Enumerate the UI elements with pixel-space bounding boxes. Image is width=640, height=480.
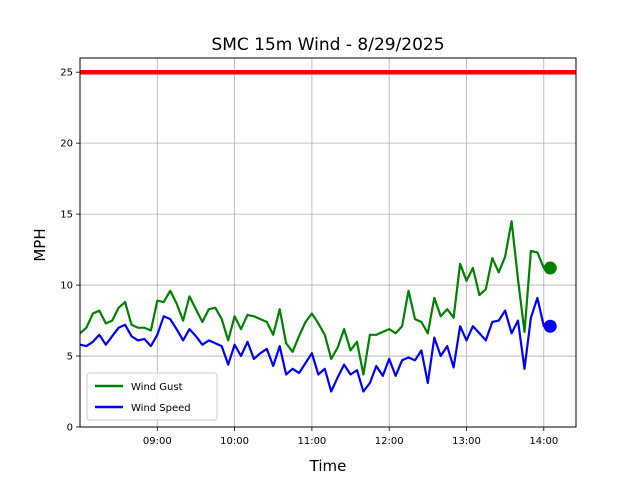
x-tick-label: 09:00 — [143, 436, 172, 447]
grid-lines — [80, 58, 576, 428]
y-axis-label: MPH — [31, 228, 49, 261]
y-axis-ticks: 0 5 10 15 20 25 — [60, 68, 80, 434]
latest-marker-wind-speed — [543, 319, 557, 333]
x-tick-label: 13:00 — [452, 436, 481, 447]
legend-label-wind-speed: Wind Speed — [131, 403, 191, 414]
series-line-wind-gust — [79, 220, 551, 376]
x-axis-ticks: 09:00 10:00 11:00 12:00 13:00 14:00 — [143, 427, 558, 447]
latest-marker-wind-gust — [543, 261, 557, 275]
x-tick-label: 14:00 — [529, 436, 558, 447]
y-tick-label: 10 — [60, 281, 73, 292]
chart-title: SMC 15m Wind - 8/29/2025 — [211, 35, 444, 55]
x-tick-label: 10:00 — [220, 436, 249, 447]
legend: Wind Gust Wind Speed — [86, 372, 218, 421]
series-line-wind-speed — [79, 296, 551, 393]
y-tick-label: 25 — [60, 68, 73, 79]
latest-markers — [543, 261, 557, 333]
series-layer — [79, 220, 551, 393]
legend-label-wind-gust: Wind Gust — [131, 382, 183, 393]
y-tick-label: 5 — [67, 352, 73, 363]
plot-frame — [79, 57, 577, 428]
x-tick-label: 12:00 — [375, 436, 404, 447]
y-tick-label: 0 — [67, 423, 73, 434]
x-axis-label: Time — [309, 457, 347, 475]
x-tick-label: 11:00 — [297, 436, 326, 447]
y-tick-label: 20 — [60, 139, 73, 150]
y-tick-label: 15 — [60, 210, 73, 221]
